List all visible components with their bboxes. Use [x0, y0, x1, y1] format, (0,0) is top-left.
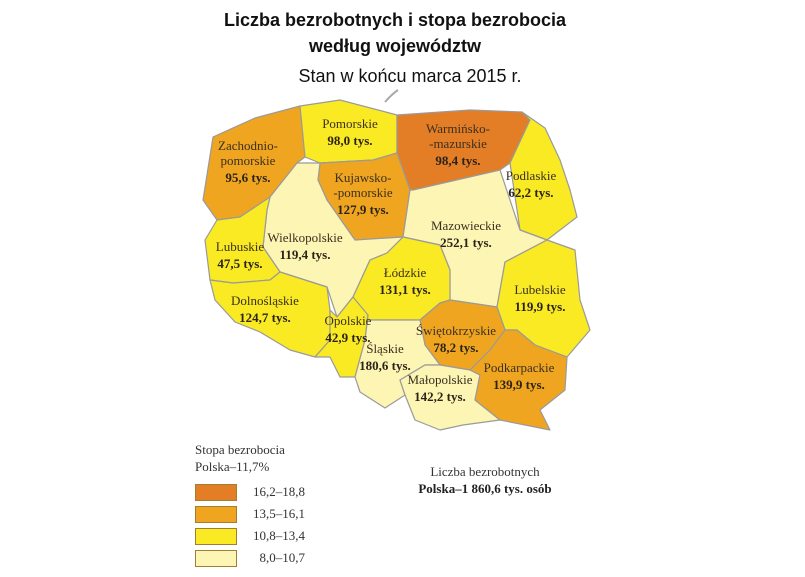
total-value: Polska–1 860,6 tys. osób — [418, 481, 552, 496]
region-name-dolnoslaskie: Dolnośląskie — [231, 293, 299, 308]
region-name-lodzkie: Łódzkie — [384, 265, 427, 280]
map-title: Liczba bezrobotnych i stopa bezrobocia — [223, 10, 567, 30]
region-value-podkarpackie: 139,9 tys. — [493, 377, 545, 392]
region-name-slaskie: Śląskie — [366, 341, 404, 356]
region-name-pomorskie: Pomorskie — [322, 116, 378, 131]
legend-label: 8,0–10,7 — [259, 550, 306, 565]
total-label: Liczba bezrobotnych — [430, 464, 540, 479]
region-name-podlaskie: Podlaskie — [506, 168, 557, 183]
map-title-line2: według województw — [309, 36, 481, 56]
region-name-mazowieckie: Mazowieckie — [431, 218, 501, 233]
region-pomorskie — [299, 99, 398, 164]
region-value-podlaskie: 62,2 tys. — [508, 185, 553, 200]
region-name-lubelskie: Lubelskie — [514, 282, 565, 297]
region-name-zachodniopomorskie: pomorskie — [221, 153, 276, 168]
region-value-lubelskie: 119,9 tys. — [515, 299, 566, 314]
region-value-mazowieckie: 252,1 tys. — [440, 235, 492, 250]
map-subtitle: Stan w końcu marca 2015 r. — [298, 66, 522, 86]
legend-title: Stopa bezrobocia — [195, 442, 285, 457]
region-value-kujawsko-pomorskie: 127,9 tys. — [337, 202, 389, 217]
region-value-dolnoslaskie: 124,7 tys. — [239, 310, 291, 325]
region-value-lodzkie: 131,1 tys. — [379, 282, 431, 297]
region-value-malopolskie: 142,2 tys. — [414, 389, 466, 404]
region-name-swietokrzyskie: Świętokrzyskie — [416, 323, 496, 338]
legend-label: 13,5–16,1 — [253, 506, 305, 521]
region-name-warminsko-mazurskie: Warmińsko- — [426, 121, 490, 136]
region-name-kujawsko-pomorskie: -pomorskie — [333, 185, 392, 200]
legend-swatch — [195, 550, 237, 567]
legend-label: 10,8–13,4 — [253, 528, 305, 543]
region-value-lubuskie: 47,5 tys. — [217, 256, 262, 271]
region-name-warminsko-mazurskie: -mazurskie — [429, 136, 487, 151]
hel-peninsula — [384, 89, 399, 103]
region-value-zachodniopomorskie: 95,6 tys. — [225, 170, 270, 185]
legend-national-rate: Polska–11,7% — [195, 459, 270, 474]
region-value-pomorskie: 98,0 tys. — [327, 133, 372, 148]
region-value-wielkopolskie: 119,4 tys. — [280, 247, 331, 262]
region-name-malopolskie: Małopolskie — [408, 372, 473, 387]
region-podkarpackie — [469, 329, 568, 431]
region-podlaskie — [509, 111, 578, 241]
legend-swatch — [195, 484, 237, 501]
region-name-wielkopolskie: Wielkopolskie — [267, 230, 343, 245]
region-name-podkarpackie: Podkarpackie — [484, 360, 555, 375]
region-value-swietokrzyskie: 78,2 tys. — [433, 340, 478, 355]
legend-label: 16,2–18,8 — [253, 484, 305, 499]
region-name-lubuskie: Lubuskie — [216, 239, 265, 254]
legend-swatch — [195, 506, 237, 523]
region-value-slaskie: 180,6 tys. — [359, 358, 411, 373]
region-value-opolskie: 42,9 tys. — [325, 330, 370, 345]
region-name-zachodniopomorskie: Zachodnio- — [218, 138, 278, 153]
region-value-warminsko-mazurskie: 98,4 tys. — [435, 153, 480, 168]
region-name-opolskie: Opolskie — [325, 313, 372, 328]
region-name-kujawsko-pomorskie: Kujawsko- — [334, 170, 391, 185]
legend-swatch — [195, 528, 237, 545]
